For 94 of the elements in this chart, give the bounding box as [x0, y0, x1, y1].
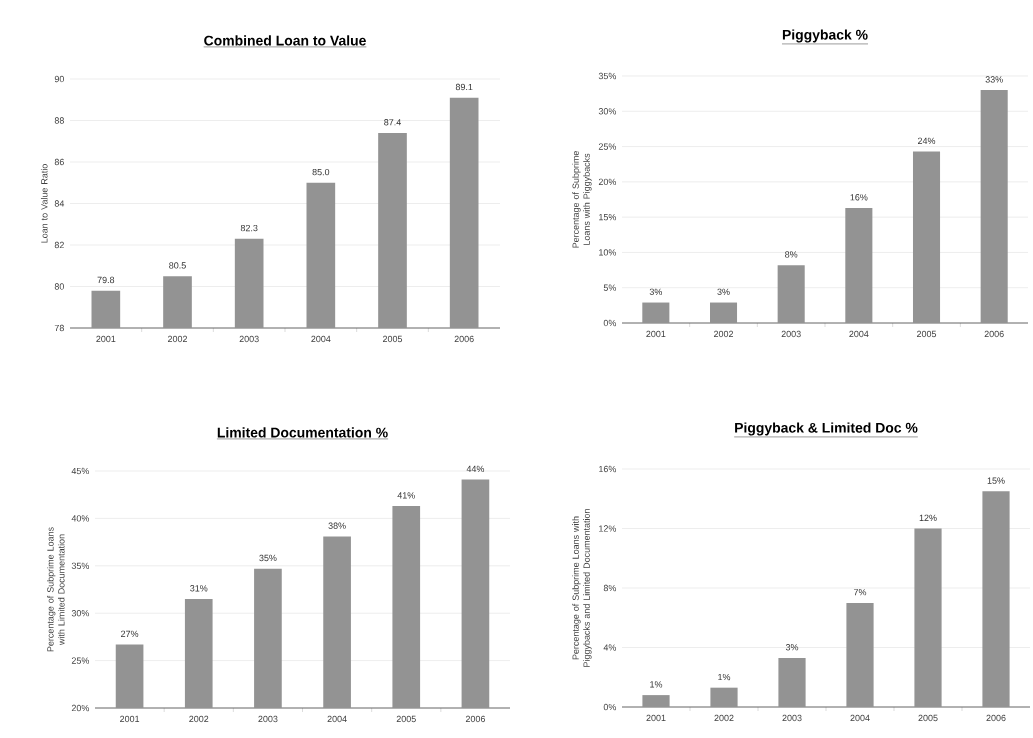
x-tick-label: 2001 [646, 714, 666, 722]
y-tick-label: 8% [603, 584, 617, 592]
y-tick-label: 16% [599, 465, 617, 473]
x-tick-label: 2002 [167, 335, 188, 343]
data-label: 33% [985, 76, 1003, 83]
data-label: 80.5 [169, 262, 186, 269]
chart-title: Combined Loan to Value [204, 35, 366, 46]
y-tick-label: 25% [71, 657, 90, 664]
bar [642, 695, 670, 708]
y-tick-label: 90 [54, 75, 65, 83]
data-label: 24% [917, 137, 936, 144]
bar [778, 657, 806, 708]
y-axis-title: Percentage of Subprime Loans with Piggybacks and Limited Documentation [572, 509, 592, 667]
bar [846, 602, 874, 708]
data-label: 89.1 [455, 83, 473, 91]
data-label: 87.4 [384, 119, 401, 126]
x-tick-label: 2004 [327, 715, 347, 723]
data-label: 1% [718, 673, 731, 681]
y-tick-label: 40% [71, 515, 90, 522]
x-tick-label: 2006 [454, 335, 474, 343]
x-tick-label: 2001 [120, 715, 140, 723]
bar [914, 528, 942, 708]
y-tick-label: 0% [603, 703, 617, 711]
y-tick-label: 15% [599, 213, 617, 221]
x-tick-label: 2004 [849, 330, 869, 338]
x-tick-label: 2006 [986, 714, 1006, 722]
data-label: 8% [785, 251, 798, 258]
x-tick-label: 2002 [713, 330, 734, 338]
y-tick-label: 0% [603, 319, 617, 327]
data-label: 12% [919, 514, 937, 521]
y-tick-label: 12% [599, 525, 617, 532]
y-tick-label: 10% [599, 249, 617, 256]
x-tick-label: 2001 [646, 330, 666, 338]
y-axis-title: Percentage of Subprime Loans with Piggybacks [572, 151, 592, 248]
y-tick-label: 30% [598, 108, 617, 115]
y-tick-label: 88 [54, 117, 64, 124]
data-label: 79.8 [97, 276, 115, 284]
data-label: 31% [190, 585, 208, 592]
data-label: 27% [121, 630, 139, 637]
data-label: 3% [785, 644, 799, 651]
y-tick-label: 80 [54, 283, 65, 290]
x-tick-label: 2003 [258, 715, 278, 723]
y-axis-title: Loan to Value Ratio [40, 164, 48, 243]
x-tick-label: 2003 [782, 714, 802, 722]
data-label: 15% [987, 477, 1005, 484]
data-label: 3% [649, 288, 662, 296]
bar [710, 687, 738, 708]
y-tick-label: 20% [71, 704, 90, 712]
data-label: 1% [650, 681, 663, 688]
bar [709, 302, 738, 323]
x-tick-label: 2004 [850, 714, 870, 722]
y-tick-label: 20% [598, 178, 617, 186]
y-tick-label: 86 [54, 158, 64, 166]
data-label: 7% [853, 589, 867, 596]
data-label: 35% [259, 554, 277, 562]
y-tick-label: 45% [71, 467, 90, 475]
y-tick-label: 84 [54, 200, 65, 207]
data-label: 82.3 [240, 224, 258, 232]
x-tick-label: 2006 [984, 330, 1004, 338]
x-tick-label: 2005 [382, 335, 403, 343]
x-tick-label: 2001 [96, 335, 116, 343]
bar [777, 265, 805, 323]
x-tick-label: 2006 [465, 715, 485, 723]
y-tick-label: 5% [603, 284, 617, 291]
bar [845, 207, 873, 323]
x-tick-label: 2005 [396, 715, 416, 723]
x-tick-label: 2005 [918, 714, 938, 722]
x-tick-label: 2005 [916, 330, 937, 338]
chart-title: Piggyback & Limited Doc % [735, 422, 918, 436]
data-label: 3% [717, 288, 730, 296]
y-tick-label: 78 [54, 324, 64, 332]
bar [642, 302, 670, 323]
data-label: 44% [466, 465, 485, 473]
data-label: 41% [397, 492, 415, 499]
bar [982, 491, 1010, 708]
x-tick-label: 2004 [311, 335, 331, 343]
y-tick-label: 82 [54, 241, 64, 249]
y-tick-label: 35% [598, 72, 617, 80]
y-tick-label: 4% [603, 644, 617, 651]
data-label: 38% [328, 522, 346, 529]
x-tick-label: 2002 [189, 715, 209, 723]
x-tick-label: 2003 [239, 335, 259, 343]
chart-title: Piggyback % [782, 29, 868, 43]
y-axis-title: Percentage of Subprime Loans with Limited Documentation [47, 527, 65, 652]
x-tick-label: 2002 [714, 714, 734, 722]
x-tick-label: 2003 [781, 330, 801, 338]
y-tick-label: 30% [71, 610, 90, 617]
data-label: 16% [850, 194, 868, 201]
bar [912, 151, 941, 323]
y-tick-label: 35% [71, 562, 90, 569]
chart-title: Limited Documentation % [217, 427, 388, 438]
data-label: 85.0 [312, 168, 330, 176]
y-tick-label: 25% [598, 143, 617, 150]
bar [980, 90, 1008, 323]
